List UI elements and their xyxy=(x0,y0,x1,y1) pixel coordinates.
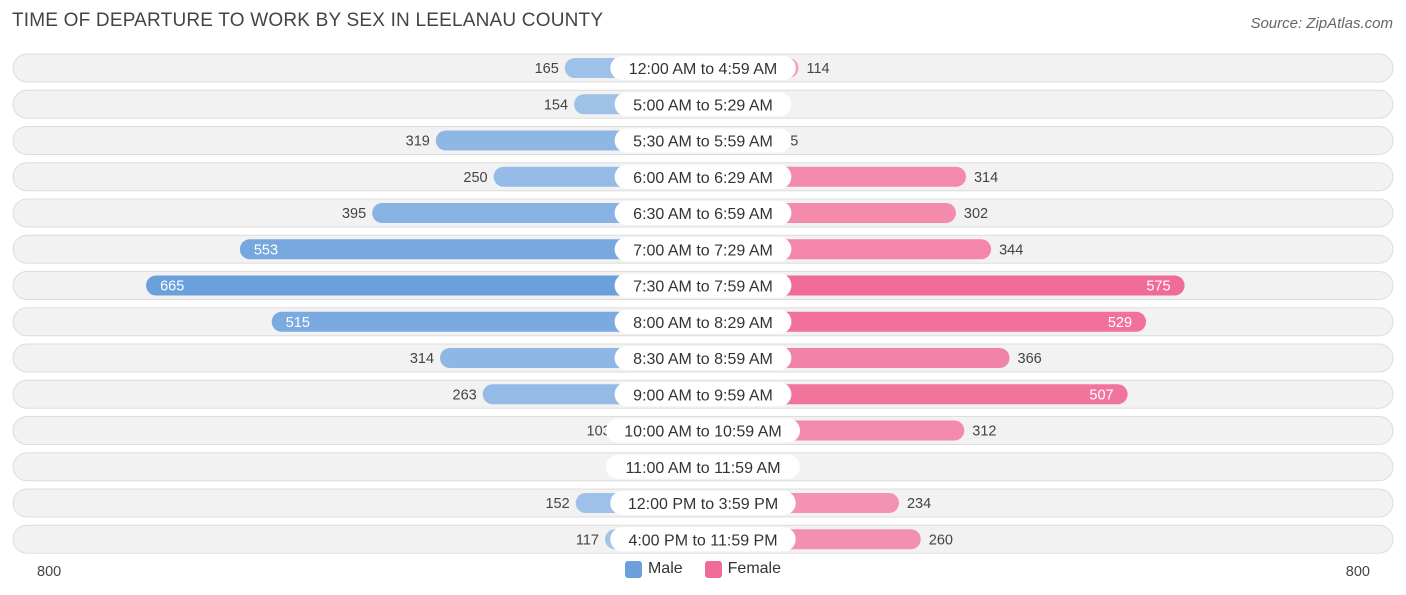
value-label-female: 529 xyxy=(1108,315,1132,331)
bar-male xyxy=(239,239,704,260)
value-label-male: 263 xyxy=(453,387,477,403)
value-label-male: 515 xyxy=(286,315,310,331)
bar-female xyxy=(703,311,1147,332)
chart-row: 665 575 7:30 AM to 7:59 AM xyxy=(12,271,1394,300)
chart-rows: 165 114 12:00 AM to 4:59 AM 154335:00 AM to… xyxy=(12,53,1394,554)
category-label: 7:00 AM to 7:29 AM xyxy=(633,242,773,259)
category-pill xyxy=(610,491,796,515)
axis-label-left: 800 xyxy=(37,564,61,580)
category-label: 12:00 PM to 3:59 PM xyxy=(628,496,778,513)
legend-swatch-male xyxy=(624,560,642,578)
value-label-female: 344 xyxy=(999,242,1023,258)
category-pill xyxy=(606,454,800,479)
value-label-male: 395 xyxy=(342,206,366,222)
value-label-female: 507 xyxy=(1089,387,1113,403)
chart-row: 117 260 4:00 PM to 11:59 PM xyxy=(12,524,1394,554)
bar-male xyxy=(146,275,703,296)
category-label: 8:30 AM to 8:59 AM xyxy=(633,351,773,368)
legend-label-female: Female xyxy=(727,560,782,577)
chart-row: 165 114 12:00 AM to 4:59 AM xyxy=(12,53,1394,83)
value-label-male: 117 xyxy=(576,532,599,548)
category-label: 10:00 AM to 10:59 AM xyxy=(624,424,781,441)
chart-row: 154335:00 AM to 5:29 AM xyxy=(12,89,1394,119)
value-label-male: 154 xyxy=(544,97,568,113)
value-label-male: 319 xyxy=(406,134,430,150)
category-label: 5:30 AM to 5:59 AM xyxy=(633,134,773,151)
category-label: 5:00 AM to 5:29 AM xyxy=(633,97,773,114)
chart-row: 515 529 8:00 AM to 8:29 AM xyxy=(12,307,1394,337)
category-pill xyxy=(614,382,792,407)
category-pill xyxy=(614,273,792,298)
category-pill xyxy=(614,128,792,153)
value-label-female: 366 xyxy=(1018,351,1042,367)
category-label: 7:30 AM to 7:59 AM xyxy=(633,279,773,296)
chart-row: 250 314 6:00 AM to 6:29 AM xyxy=(12,162,1394,192)
category-pill xyxy=(610,527,796,552)
legend: Male Female xyxy=(0,560,1406,578)
value-label-female: 575 xyxy=(1146,279,1170,295)
axis-label-right: 800 xyxy=(1346,564,1370,580)
value-label-female: 302 xyxy=(964,206,988,222)
legend-label-male: Male xyxy=(647,560,683,577)
chart-row: 553 344 7:00 AM to 7:29 AM xyxy=(12,234,1394,264)
chart-row: 395 302 6:30 AM to 6:59 AM xyxy=(12,198,1394,228)
chart-row: 319855:30 AM to 5:59 AM xyxy=(12,126,1394,155)
value-label-male: 314 xyxy=(410,351,434,367)
value-label-male: 165 xyxy=(535,61,559,77)
value-label-male: 152 xyxy=(545,496,569,512)
legend-item-male[interactable]: Male xyxy=(624,560,683,578)
legend-swatch-female xyxy=(704,560,722,578)
category-label: 4:00 PM to 11:59 PM xyxy=(628,532,777,549)
chart-row: 152 234 12:00 PM to 3:59 PM xyxy=(12,488,1394,518)
category-pill xyxy=(614,237,792,262)
chart-title: TIME OF DEPARTURE TO WORK BY SEX IN LEEL… xyxy=(12,10,604,31)
value-label-female: 314 xyxy=(974,170,998,186)
category-pill xyxy=(614,92,792,117)
category-label: 12:00 AM to 4:59 AM xyxy=(629,61,778,78)
category-pill xyxy=(614,346,792,370)
category-label: 6:00 AM to 6:29 AM xyxy=(633,170,773,187)
category-label: 8:00 AM to 8:29 AM xyxy=(633,315,773,332)
chart-row: 103 312 10:00 AM to 10:59 AM xyxy=(12,416,1394,445)
source-credit: Source: ZipAtlas.com xyxy=(1250,15,1393,32)
value-label-male: 250 xyxy=(463,170,487,186)
category-pill xyxy=(606,418,800,443)
bar-female xyxy=(703,384,1128,405)
value-label-male: 103 xyxy=(587,424,611,440)
category-pill xyxy=(614,309,792,334)
bar-female xyxy=(703,275,1185,296)
category-pill xyxy=(614,201,792,225)
value-label-male: 665 xyxy=(160,279,184,295)
chart-row: 627511:00 AM to 11:59 AM xyxy=(12,452,1394,482)
category-label: 9:00 AM to 9:59 AM xyxy=(633,387,773,404)
category-pill xyxy=(610,56,796,80)
chart-row: 314 366 8:30 AM to 8:59 AM xyxy=(12,343,1394,373)
category-label: 11:00 AM to 11:59 AM xyxy=(625,460,780,477)
legend-item-female[interactable]: Female xyxy=(704,560,782,578)
bar-male xyxy=(271,311,703,332)
chart-row: 263 507 9:00 AM to 9:59 AM xyxy=(12,379,1394,409)
category-pill xyxy=(614,164,792,189)
value-label-female: 260 xyxy=(929,532,953,548)
value-label-female: 312 xyxy=(972,424,996,440)
value-label-male: 553 xyxy=(254,242,278,258)
value-label-female: 234 xyxy=(907,496,931,512)
category-label: 6:30 AM to 6:59 AM xyxy=(633,206,773,223)
value-label-female: 114 xyxy=(806,61,829,77)
